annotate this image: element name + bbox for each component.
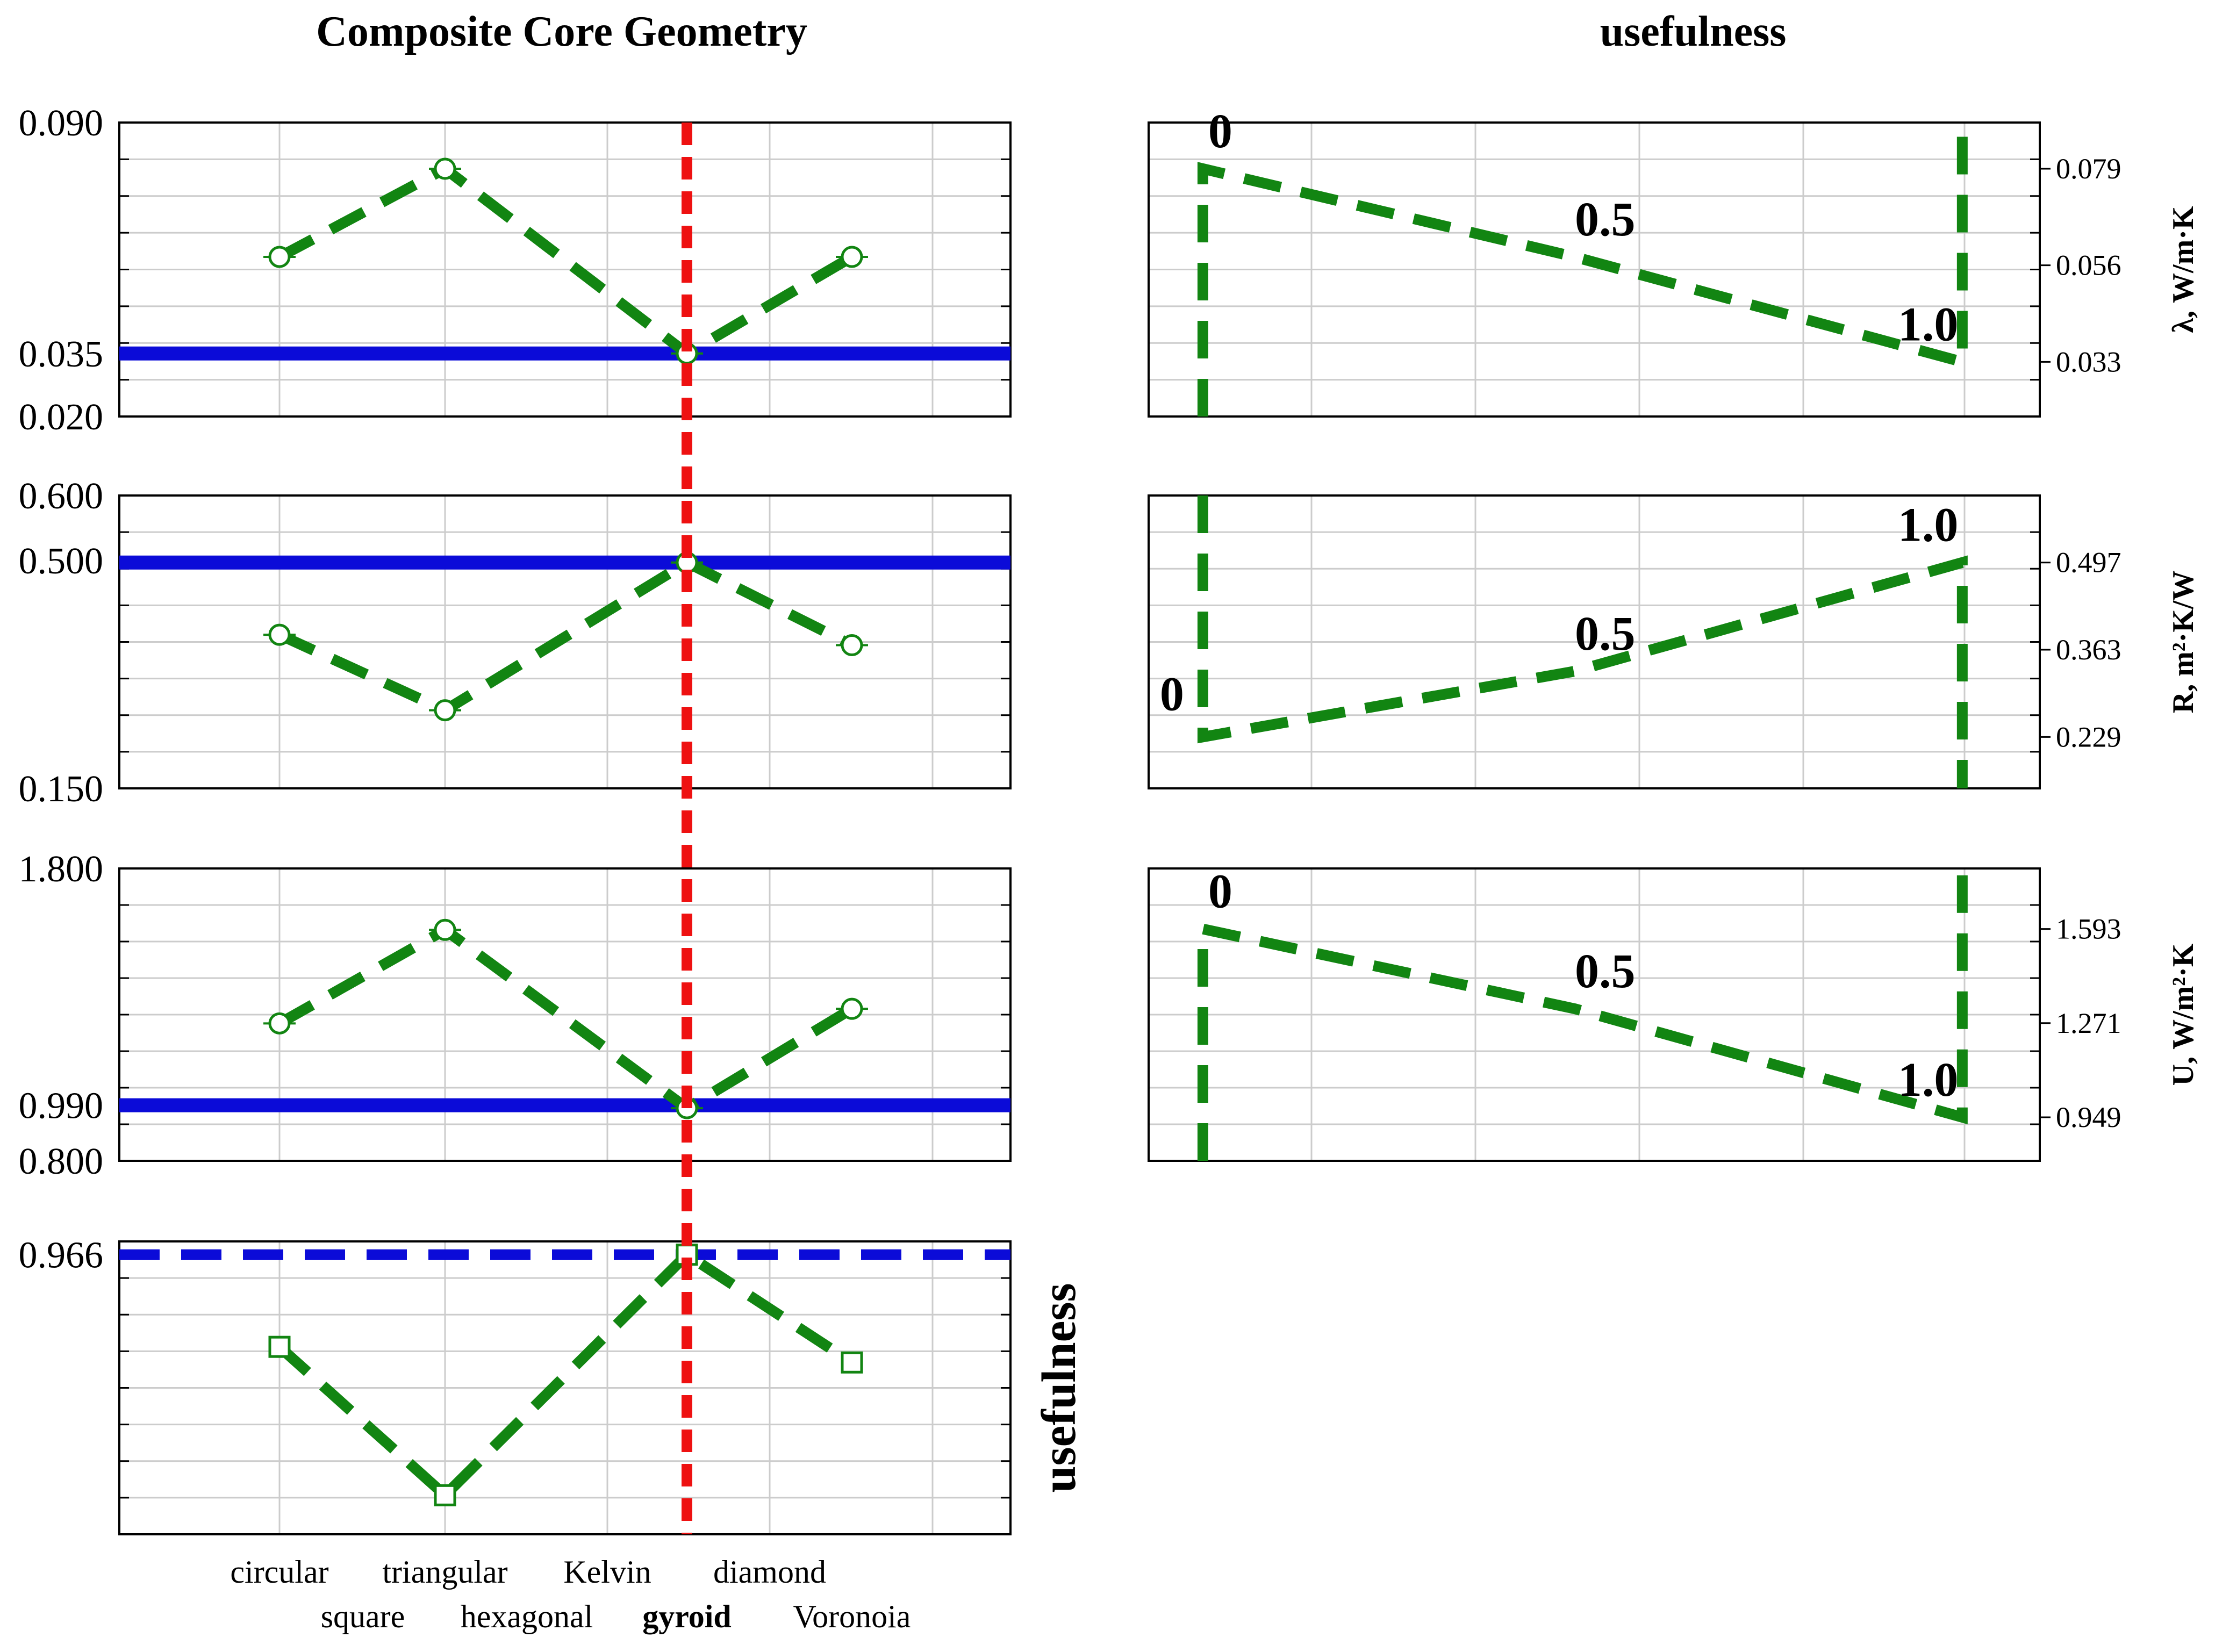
left-panel-4-point xyxy=(268,1335,291,1358)
right-panel-3-utility-label: 0.5 xyxy=(1575,945,1636,998)
right-panel-1-ytick-label: 0.079 xyxy=(2056,153,2121,185)
right-panel-3-utility-label: 1.0 xyxy=(1898,1053,1959,1107)
right-panel-2-utility-label: 0.5 xyxy=(1575,607,1636,660)
left-panel-4-point xyxy=(434,1484,456,1506)
left-panel-3-ytick-label: 0.990 xyxy=(19,1086,104,1127)
left-panel-2-ytick-label: 0.500 xyxy=(19,541,104,582)
right-panel-2-ylabel: R, m²·K/W xyxy=(2167,571,2200,714)
right-panel-3-ylabel: U, W/m²·K xyxy=(2167,943,2200,1086)
right-panel-2-ytick-label: 0.229 xyxy=(2056,721,2121,753)
x-category-label: Voronoia xyxy=(793,1599,911,1634)
right-panel-3-ytick-label: 0.949 xyxy=(2056,1101,2121,1133)
left-panel-3-ytick-label: 1.800 xyxy=(19,849,104,890)
left-panel-2-point xyxy=(434,699,456,722)
x-category-label: Kelvin xyxy=(563,1554,651,1590)
right-panel-2-utility-label: 0 xyxy=(1160,667,1184,721)
right-panel-1-utility-line xyxy=(1197,123,1968,416)
left-panel-3-point xyxy=(268,1012,291,1035)
left-panel-1-point xyxy=(434,157,456,180)
left-panel-1-ytick-label: 0.035 xyxy=(19,334,104,375)
left-panel-2-point xyxy=(268,623,291,646)
x-category-label: diamond xyxy=(713,1554,826,1590)
right-panel-3-ytick-label: 1.593 xyxy=(2056,913,2121,945)
left-panel-2-ytick-label: 0.600 xyxy=(19,476,104,517)
left-panel-1-ytick-label: 0.020 xyxy=(19,397,104,438)
left-panel-1-ytick-label: 0.090 xyxy=(19,103,104,144)
x-category-label: hexagonal xyxy=(461,1599,593,1634)
right-panel-3-utility-label: 0 xyxy=(1208,865,1232,918)
right-panel-1-utility-label: 1.0 xyxy=(1898,298,1959,351)
left-panel-2-point xyxy=(841,634,863,657)
right-panel-1-ylabel: λ, W/m·K xyxy=(2167,206,2200,333)
right-panel-1-utility-label: 0.5 xyxy=(1575,193,1636,246)
left-panel-3-series-line xyxy=(277,923,855,1115)
right-panel-2-ytick-label: 0.363 xyxy=(2056,634,2121,666)
right-panel-1-ytick-label: 0.033 xyxy=(2056,346,2121,378)
left-panel-4-ytick-label: 0.966 xyxy=(19,1235,104,1276)
left-panel-1-series-line xyxy=(277,162,855,360)
left-panel-3-point xyxy=(434,918,456,941)
x-category-label: triangular xyxy=(382,1554,507,1590)
x-category-label: square xyxy=(321,1599,405,1634)
left-panel-3-point xyxy=(841,997,863,1020)
left-panel-4-series-line xyxy=(276,1247,855,1503)
right-panel-2-utility-label: 1.0 xyxy=(1898,499,1959,552)
left-title: Composite Core Geometry xyxy=(316,8,807,55)
right-panel-1-utility-label: 0 xyxy=(1208,105,1232,158)
left-panel-2-series-line xyxy=(277,556,855,716)
left-panel-2-ytick-label: 0.150 xyxy=(19,768,104,810)
x-category-label: circular xyxy=(230,1554,328,1590)
right-panel-2-ytick-label: 0.497 xyxy=(2056,547,2121,579)
right-title: usefulness xyxy=(1600,8,1787,55)
left-panel-4-point xyxy=(841,1351,863,1374)
right-panel-3-utility-line xyxy=(1197,868,1968,1161)
x-category-label: gyroid xyxy=(642,1599,732,1634)
right-panel-1-ytick-label: 0.056 xyxy=(2056,249,2121,282)
left-panel-3-ytick-label: 0.800 xyxy=(19,1141,104,1182)
right-panel-3-ytick-label: 1.271 xyxy=(2056,1007,2121,1039)
left-panel-1-point xyxy=(268,246,291,268)
left-panel-4-ylabel: usefulness xyxy=(1033,1283,1086,1492)
left-panel-1-point xyxy=(841,246,863,268)
